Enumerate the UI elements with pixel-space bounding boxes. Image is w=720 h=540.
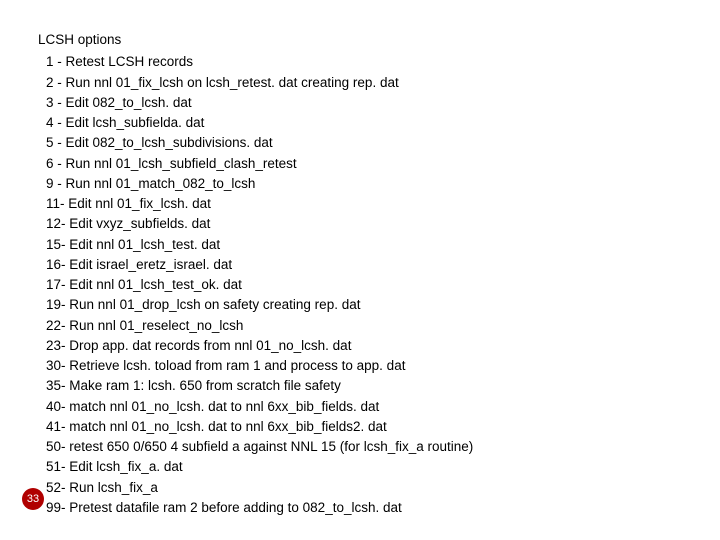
option-text: Edit lcsh_fix_a. dat [69,459,182,474]
option-line: 2 - Run nnl 01_fix_lcsh on lcsh_retest. … [38,73,700,93]
option-number: 4 [46,113,54,133]
option-line: 11- Edit nnl 01_fix_lcsh. dat [38,194,700,214]
option-number: 19 [46,295,61,315]
option-text: match nnl 01_no_lcsh. dat to nnl 6xx_bib… [69,419,386,434]
option-number: 2 [46,73,54,93]
option-text: retest 650 0/650 4 subfield a against NN… [69,439,473,454]
option-text: Retest LCSH records [66,54,194,69]
option-line: 51- Edit lcsh_fix_a. dat [38,457,700,477]
option-line: 19- Run nnl 01_drop_lcsh on safety creat… [38,295,700,315]
option-text: Edit nnl 01_lcsh_test. dat [69,237,220,252]
title: LCSH options [38,30,700,50]
option-number: 11 [46,194,60,214]
option-line: 15- Edit nnl 01_lcsh_test. dat [38,235,700,255]
option-number: 1 [46,52,54,72]
option-number: 99 [46,498,61,518]
option-text: Run nnl 01_match_082_to_lcsh [66,176,256,191]
option-line: 1 - Retest LCSH records [38,52,700,72]
option-number: 41 [46,417,61,437]
option-number: 17 [46,275,61,295]
option-text: Run lcsh_fix_a [69,480,158,495]
option-number: 22 [46,316,61,336]
option-text: Pretest datafile ram 2 before adding to … [69,500,401,515]
option-text: Drop app. dat records from nnl 01_no_lcs… [69,338,351,353]
option-number: 50 [46,437,61,457]
option-number: 9 [46,174,54,194]
option-text: Make ram 1: lcsh. 650 from scratch file … [69,378,341,393]
option-text: Edit nnl 01_lcsh_test_ok. dat [69,277,242,292]
option-text: Run nnl 01_fix_lcsh on lcsh_retest. dat … [66,75,399,90]
option-number: 40 [46,397,61,417]
options-list: 1 - Retest LCSH records2 - Run nnl 01_fi… [38,52,700,518]
option-line: 5 - Edit 082_to_lcsh_subdivisions. dat [38,133,700,153]
option-separator: - [54,54,66,69]
option-text: Run nnl 01_reselect_no_lcsh [69,318,243,333]
option-line: 17- Edit nnl 01_lcsh_test_ok. dat [38,275,700,295]
option-number: 15 [46,235,61,255]
option-line: 6 - Run nnl 01_lcsh_subfield_clash_retes… [38,154,700,174]
option-number: 51 [46,457,61,477]
option-line: 99- Pretest datafile ram 2 before adding… [38,498,700,518]
option-line: 16- Edit israel_eretz_israel. dat [38,255,700,275]
option-separator: - [54,156,66,171]
option-text: Edit vxyz_subfields. dat [69,216,210,231]
option-number: 12 [46,214,61,234]
option-line: 35- Make ram 1: lcsh. 650 from scratch f… [38,376,700,396]
option-line: 40- match nnl 01_no_lcsh. dat to nnl 6xx… [38,397,700,417]
option-line: 50- retest 650 0/650 4 subfield a agains… [38,437,700,457]
option-text: Run nnl 01_drop_lcsh on safety creating … [69,297,360,312]
option-number: 16 [46,255,61,275]
option-line: 12- Edit vxyz_subfields. dat [38,214,700,234]
option-line: 22- Run nnl 01_reselect_no_lcsh [38,316,700,336]
option-line: 9 - Run nnl 01_match_082_to_lcsh [38,174,700,194]
option-line: 4 - Edit lcsh_subfielda. dat [38,113,700,133]
option-separator: - [54,135,66,150]
option-text: Edit 082_to_lcsh. dat [66,95,192,110]
option-line: 30- Retrieve lcsh. toload from ram 1 and… [38,356,700,376]
option-number: 3 [46,93,54,113]
option-separator: - [54,176,66,191]
option-text: Edit 082_to_lcsh_subdivisions. dat [66,135,273,150]
option-line: 52- Run lcsh_fix_a [38,478,700,498]
option-number: 6 [46,154,54,174]
option-number: 5 [46,133,54,153]
option-number: 30 [46,356,61,376]
option-number: 35 [46,376,61,396]
option-separator: - [54,75,66,90]
option-line: 3 - Edit 082_to_lcsh. dat [38,93,700,113]
option-number: 23 [46,336,61,356]
option-text: Edit lcsh_subfielda. dat [66,115,205,130]
option-number: 52 [46,478,61,498]
option-line: 23- Drop app. dat records from nnl 01_no… [38,336,700,356]
page-number-badge: 33 [22,488,44,510]
option-text: Run nnl 01_lcsh_subfield_clash_retest [66,156,297,171]
option-text: Edit nnl 01_fix_lcsh. dat [68,196,211,211]
option-separator: - [54,95,66,110]
option-text: Retrieve lcsh. toload from ram 1 and pro… [69,358,405,373]
option-text: Edit israel_eretz_israel. dat [69,257,232,272]
option-line: 41- match nnl 01_no_lcsh. dat to nnl 6xx… [38,417,700,437]
option-text: match nnl 01_no_lcsh. dat to nnl 6xx_bib… [69,399,379,414]
content-block: LCSH options 1 - Retest LCSH records2 - … [38,30,700,518]
option-separator: - [54,115,66,130]
